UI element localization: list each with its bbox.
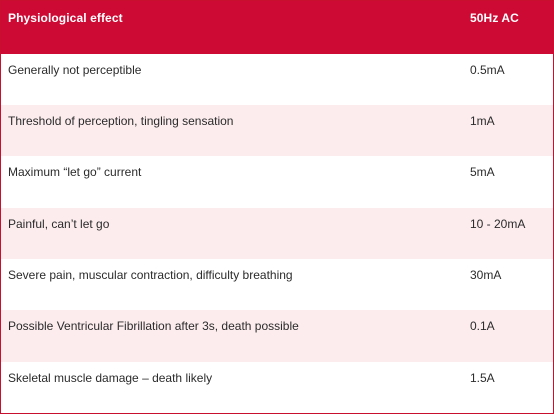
table-row: Maximum “let go” current 5mA xyxy=(1,156,553,208)
effect-cell: Generally not perceptible xyxy=(8,63,142,77)
table-row: Generally not perceptible 0.5mA xyxy=(1,54,553,105)
current-cell: 30mA xyxy=(470,268,502,282)
effect-cell: Possible Ventricular Fibrillation after … xyxy=(8,319,299,333)
header-physiological-effect: Physiological effect xyxy=(8,11,123,25)
table-row: Skeletal muscle damage – death likely 1.… xyxy=(1,362,553,413)
current-cell: 0.1A xyxy=(470,319,495,333)
table-row: Threshold of perception, tingling sensat… xyxy=(1,105,553,156)
effect-cell: Threshold of perception, tingling sensat… xyxy=(8,114,234,128)
table-row: Possible Ventricular Fibrillation after … xyxy=(1,310,553,362)
current-cell: 1mA xyxy=(470,114,495,128)
header-50hz-ac: 50Hz AC xyxy=(470,11,519,25)
effect-cell: Maximum “let go” current xyxy=(8,165,142,179)
effect-cell: Skeletal muscle damage – death likely xyxy=(8,371,213,385)
current-cell: 5mA xyxy=(470,165,495,179)
table-header-row: Physiological effect 50Hz AC xyxy=(1,1,553,54)
current-cell: 1.5A xyxy=(470,371,495,385)
current-cell: 0.5mA xyxy=(470,63,505,77)
effect-cell: Painful, can’t let go xyxy=(8,217,110,231)
table-row: Severe pain, muscular contraction, diffi… xyxy=(1,259,553,310)
table-row: Painful, can’t let go 10 - 20mA xyxy=(1,208,553,259)
current-cell: 10 - 20mA xyxy=(470,217,526,231)
effect-cell: Severe pain, muscular contraction, diffi… xyxy=(8,268,293,282)
